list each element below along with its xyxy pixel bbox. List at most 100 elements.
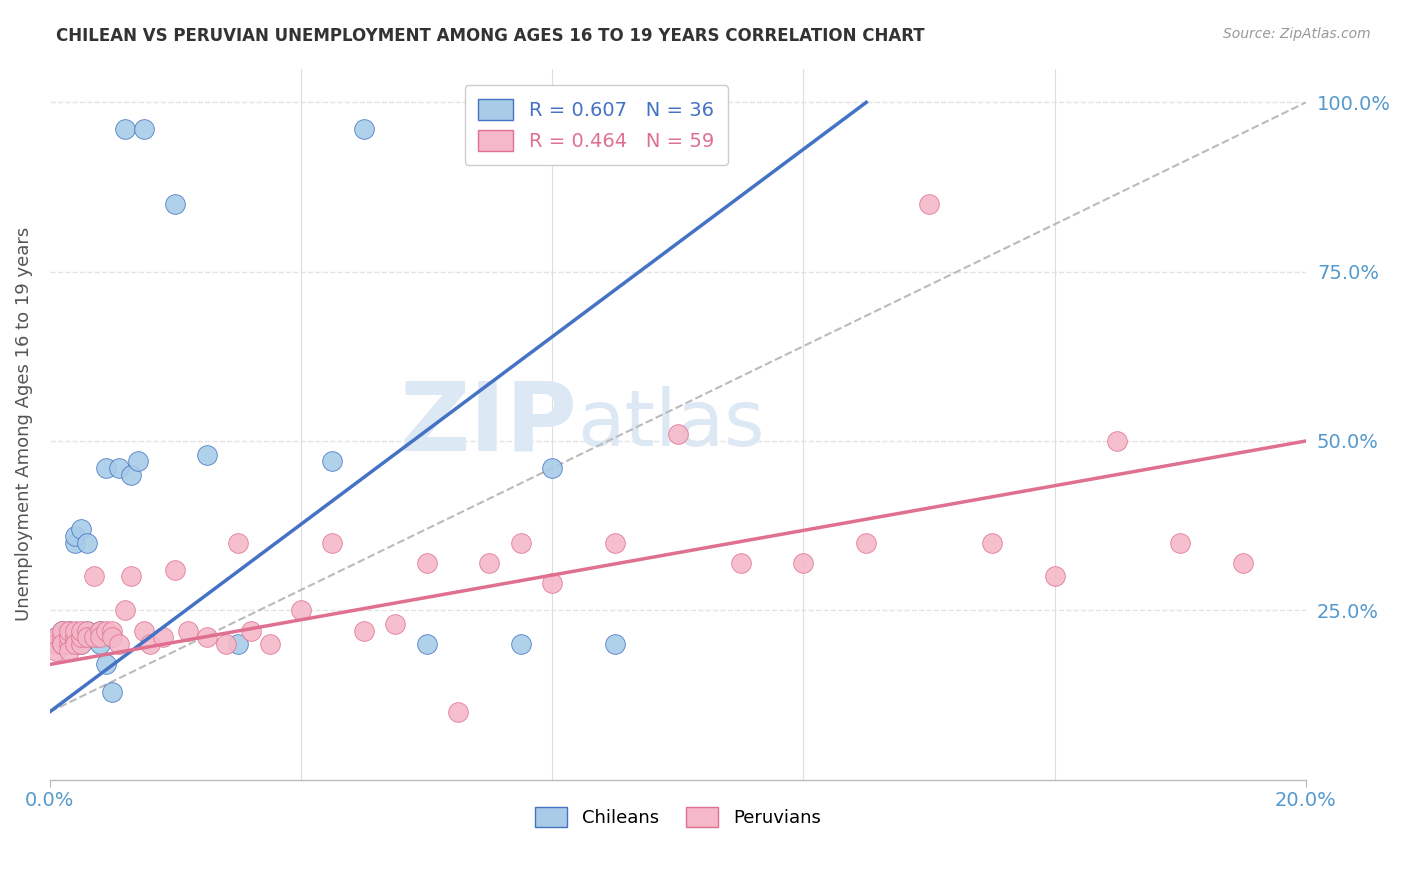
Y-axis label: Unemployment Among Ages 16 to 19 years: Unemployment Among Ages 16 to 19 years (15, 227, 32, 621)
Point (58, 624, 80, 638)
Point (114, 122, 136, 136)
Point (107, 637, 129, 651)
Point (101, 631, 124, 645)
Point (58, 637, 80, 651)
Point (70, 631, 93, 645)
Text: CHILEAN VS PERUVIAN UNEMPLOYMENT AMONG AGES 16 TO 19 YEARS CORRELATION CHART: CHILEAN VS PERUVIAN UNEMPLOYMENT AMONG A… (56, 27, 925, 45)
Point (96, 624, 118, 638)
Text: ZIP: ZIP (399, 377, 578, 471)
Point (45, 631, 67, 645)
Point (603, 637, 626, 651)
Point (83, 631, 105, 645)
Point (855, 535, 877, 549)
Text: Source: ZipAtlas.com: Source: ZipAtlas.com (1223, 27, 1371, 41)
Point (63, 624, 86, 638)
Point (76, 624, 98, 638)
Point (89, 624, 111, 638)
Point (730, 556, 752, 570)
Point (132, 122, 155, 136)
Point (114, 603, 136, 617)
Point (1107, 434, 1129, 448)
Point (51, 624, 73, 638)
Point (541, 576, 564, 591)
Point (666, 427, 689, 442)
Point (195, 631, 218, 645)
Text: atlas: atlas (578, 386, 765, 462)
Point (70, 637, 93, 651)
Point (51, 624, 73, 638)
Point (58, 637, 80, 651)
Point (1232, 556, 1254, 570)
Point (63, 631, 86, 645)
Point (58, 624, 80, 638)
Point (127, 454, 149, 468)
Point (58, 631, 80, 645)
Point (165, 197, 187, 211)
Point (214, 637, 236, 651)
Point (51, 631, 73, 645)
Point (96, 657, 118, 672)
Point (101, 631, 124, 645)
Point (76, 535, 98, 549)
Point (384, 616, 406, 631)
Point (321, 535, 343, 549)
Point (45, 631, 67, 645)
Point (509, 535, 531, 549)
Point (63, 529, 86, 543)
Point (226, 535, 249, 549)
Legend: Chileans, Peruvians: Chileans, Peruvians (527, 800, 828, 835)
Point (107, 461, 129, 475)
Point (321, 454, 343, 468)
Point (353, 624, 375, 638)
Point (165, 563, 187, 577)
Point (980, 535, 1002, 549)
Point (139, 637, 162, 651)
Point (76, 631, 98, 645)
Point (353, 122, 375, 136)
Point (63, 637, 86, 651)
Point (415, 637, 437, 651)
Point (239, 624, 262, 638)
Point (89, 631, 111, 645)
Point (132, 624, 155, 638)
Point (509, 637, 531, 651)
Point (89, 637, 111, 651)
Point (478, 556, 501, 570)
Point (101, 624, 124, 638)
Point (120, 569, 142, 583)
Point (259, 637, 281, 651)
Point (1043, 569, 1066, 583)
Point (58, 644, 80, 658)
Point (83, 631, 105, 645)
Point (63, 637, 86, 651)
Point (58, 637, 80, 651)
Point (70, 522, 93, 536)
Point (51, 637, 73, 651)
Point (89, 624, 111, 638)
Point (792, 556, 814, 570)
Point (101, 684, 124, 698)
Point (51, 637, 73, 651)
Point (58, 631, 80, 645)
Point (918, 197, 941, 211)
Point (63, 535, 86, 549)
Point (195, 448, 218, 462)
Point (226, 637, 249, 651)
Point (290, 603, 312, 617)
Point (603, 535, 626, 549)
Point (45, 637, 67, 651)
Point (51, 637, 73, 651)
Point (152, 631, 174, 645)
Point (415, 556, 437, 570)
Point (83, 569, 105, 583)
Point (45, 644, 67, 658)
Point (76, 624, 98, 638)
Point (70, 624, 93, 638)
Point (45, 637, 67, 651)
Point (177, 624, 200, 638)
Point (1168, 535, 1191, 549)
Point (447, 705, 470, 719)
Point (70, 637, 93, 651)
Point (96, 461, 118, 475)
Point (120, 467, 142, 482)
